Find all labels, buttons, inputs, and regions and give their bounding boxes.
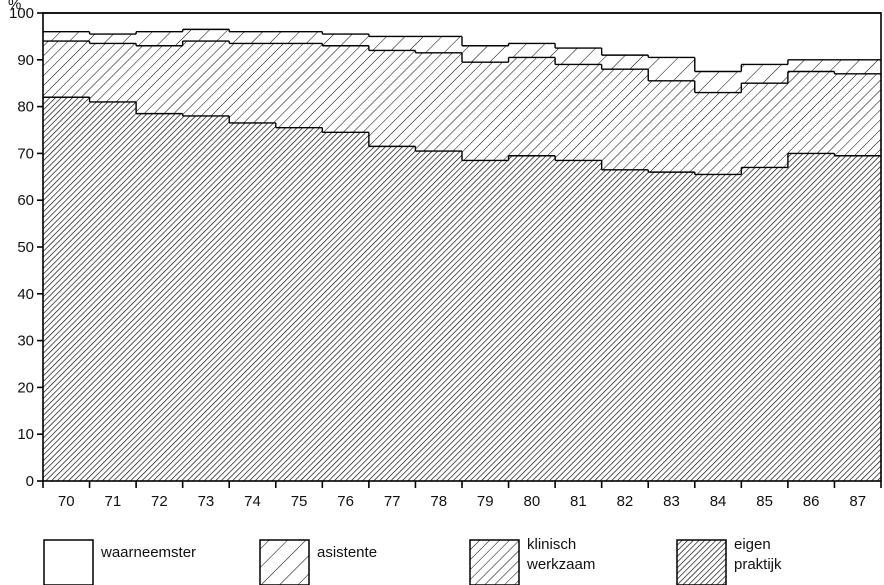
band-eigen-praktijk (43, 97, 881, 482)
y-tick-label-50: 50 (17, 239, 34, 256)
x-tick-label-83: 83 (663, 493, 680, 510)
x-tick-label-84: 84 (710, 493, 727, 510)
x-tick-label-85: 85 (756, 493, 773, 510)
x-tick-label-86: 86 (803, 493, 820, 510)
x-tick-label-79: 79 (477, 493, 494, 510)
x-tick-label-82: 82 (617, 493, 634, 510)
legend-item-0: waarneemster (43, 539, 196, 585)
x-tick-label-73: 73 (198, 493, 215, 510)
x-tick-label-71: 71 (104, 493, 121, 510)
x-tick-label-74: 74 (244, 493, 261, 510)
legend: waarneemster asistente klinisch werkzaam eig… (43, 536, 782, 585)
legend-label-2: klinisch werkzaam (526, 536, 595, 573)
legend-item-1: asistente (259, 539, 377, 585)
x-axis: 70 71 72 73 74 75 76 77 78 79 80 81 82 83 84 85 86 87 (42, 481, 882, 510)
y-tick-label-100: 100 (9, 5, 34, 22)
legend-item-2: klinisch werkzaam (469, 536, 595, 585)
legend-swatch-2 (469, 539, 520, 585)
x-tick-label-78: 78 (430, 493, 447, 510)
x-tick-label-70: 70 (58, 493, 75, 510)
x-tick-label-77: 77 (384, 493, 401, 510)
legend-swatch-0 (43, 539, 94, 585)
x-tick-label-81: 81 (570, 493, 587, 510)
legend-label-0: waarneemster (100, 544, 196, 561)
band-klinisch-werkzaam (43, 41, 881, 175)
y-axis: 0 10 20 30 40 50 60 70 80 90 100 (9, 5, 43, 490)
legend-swatch-3 (676, 539, 727, 585)
x-tick-label-72: 72 (151, 493, 168, 510)
legend-item-3: eigen praktijk (676, 536, 782, 585)
x-tick-label-87: 87 (849, 493, 866, 510)
y-unit-label: % (8, 0, 21, 13)
y-tick-label-80: 80 (17, 99, 34, 116)
legend-label-3: eigen praktijk (734, 536, 782, 573)
y-tick-label-90: 90 (17, 52, 34, 69)
y-tick-label-60: 60 (17, 192, 34, 209)
x-tick-label-76: 76 (337, 493, 354, 510)
y-tick-label-70: 70 (17, 145, 34, 162)
y-tick-label-20: 20 (17, 379, 34, 396)
legend-label-1: asistente (317, 544, 377, 561)
y-tick-label-30: 30 (17, 333, 34, 350)
legend-swatch-1 (259, 539, 310, 585)
x-tick-label-80: 80 (523, 493, 540, 510)
y-tick-label-40: 40 (17, 286, 34, 303)
x-tick-label-75: 75 (291, 493, 308, 510)
area-bands (42, 12, 882, 482)
y-tick-label-0: 0 (26, 473, 34, 490)
y-tick-label-10: 10 (17, 426, 34, 443)
